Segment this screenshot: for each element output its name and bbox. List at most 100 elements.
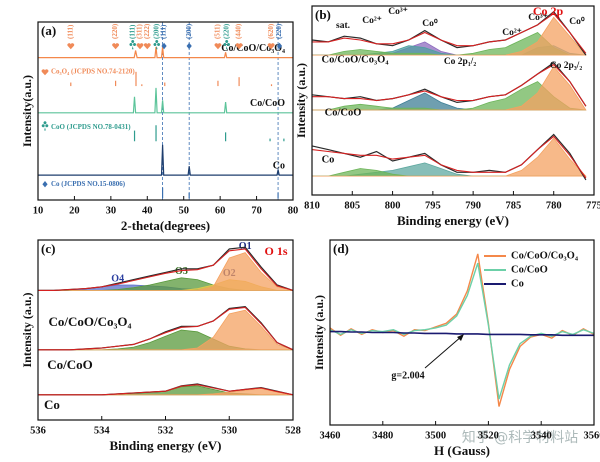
x-tick-label: 532 (158, 425, 174, 436)
peak-label: (222) (143, 23, 151, 39)
x-tick-label: 50 (178, 205, 189, 216)
peak-label: (511) (214, 24, 222, 39)
heart-marker (136, 43, 144, 50)
x-tick-label: 20 (69, 205, 80, 216)
x-tick-label: 780 (546, 200, 562, 211)
sample-label: Co (273, 160, 285, 171)
annotation: Co (322, 154, 335, 165)
x-tick-label: 3480 (372, 430, 393, 441)
annotation: Co²⁺ (362, 16, 381, 26)
heart-marker (67, 43, 75, 50)
heart-marker (267, 43, 275, 50)
y-axis-label: Intensity (a.u.) (312, 295, 326, 370)
annotation: O 1s (264, 244, 287, 258)
peak-label: (620) (267, 23, 275, 39)
x-tick-label: 10 (33, 205, 44, 216)
x-tick-label: 810 (304, 200, 320, 211)
g-annotation: g=2.004 (391, 370, 424, 381)
x-tick-label: 528 (285, 425, 301, 436)
fit-envelope (311, 135, 587, 179)
x-tick-label: 795 (425, 200, 441, 211)
panel-letter: (b) (315, 7, 331, 22)
peak-label: (311) (136, 24, 144, 39)
x-tick-label: 805 (344, 200, 360, 211)
arrow-head (457, 334, 464, 341)
x-tick-label: 3500 (425, 430, 446, 441)
peak-label: (111) (66, 24, 74, 39)
reference-label: Co₃O₄ (JCPDS NO.74-2120) (51, 68, 135, 76)
legend-label: Co/CoO/Co₃O₄ (511, 250, 579, 261)
peak-label: (200) (152, 23, 160, 39)
annotation: Co/CoO (325, 107, 362, 118)
epr-line (329, 253, 595, 407)
fit-envelope (312, 12, 587, 54)
diamond-marker (161, 42, 167, 50)
heart-marker (112, 43, 119, 50)
pattern-line (38, 87, 293, 114)
fit-component (312, 65, 587, 111)
x-axis-label: H (Gauss) (434, 443, 490, 458)
x-tick-label: 3560 (584, 430, 600, 441)
annotation: Co³⁺ (388, 7, 407, 17)
pattern-line (38, 144, 293, 176)
annotation: Co³⁺ (528, 13, 547, 23)
fit-component (312, 137, 587, 177)
epr-line (329, 262, 595, 400)
y-axis-label: Intensity(a.u.) (20, 75, 34, 147)
reference-label: Co (JCPDS NO.15-0806) (51, 180, 126, 188)
diamond-marker (186, 42, 192, 50)
peak-label: (440) (235, 23, 243, 39)
x-tick-label: 40 (142, 205, 153, 216)
x-tick-label: 80 (288, 205, 299, 216)
x-axis-label: Binding energy (eV) (397, 213, 509, 228)
club-marker (41, 121, 49, 131)
fit-component (38, 309, 294, 351)
annotation: Co/CoO/Co₃O₄ (322, 54, 390, 65)
x-tick-label: 785 (506, 200, 522, 211)
annotation: Co 2p₁/₂ (444, 57, 477, 67)
sample-label: Co/CoO (250, 98, 285, 109)
peak-label: (111) (128, 24, 136, 39)
heart-marker (41, 69, 49, 76)
sample-label: Co/CoO/Co₃O₄ (221, 43, 285, 54)
diamond-marker (276, 42, 283, 50)
reference-label: CoO (JCPDS NO.78-0431) (51, 123, 131, 131)
x-tick-label: 530 (221, 425, 237, 436)
annotation: Co 2p (533, 4, 564, 18)
peak-label: (200) (185, 23, 193, 39)
x-tick-label: 3520 (478, 430, 499, 441)
x-tick-label: 30 (106, 205, 117, 216)
fit-component (312, 16, 587, 56)
component-label: O4 (111, 273, 124, 284)
legend-label: Co (511, 278, 524, 289)
fit-envelope (38, 248, 294, 291)
peak-label: (220) (275, 23, 283, 39)
x-tick-label: 70 (251, 205, 262, 216)
component-label: O1 (239, 241, 252, 252)
fit-envelope (38, 384, 294, 396)
plot-frame (311, 5, 595, 196)
annotation: Co⁰ (569, 16, 585, 27)
x-axis-label: Binding energy (eV) (110, 438, 222, 453)
pattern-line (38, 46, 293, 59)
annotation: Co⁰ (422, 18, 438, 29)
panel-letter: (c) (41, 241, 55, 256)
x-axis-label: 2-theta(degrees) (121, 218, 210, 233)
fit-envelope (312, 63, 587, 107)
club-marker (223, 40, 231, 50)
x-tick-label: 3460 (320, 430, 341, 441)
annotation: Co (44, 397, 60, 412)
annotation: Co 2p₃/₂ (550, 61, 583, 71)
fit-envelope (38, 306, 294, 351)
annotation: Co/CoO/Co₃O₄ (49, 314, 132, 329)
legend-label: Co/CoO (511, 264, 548, 275)
component-label: O3 (175, 266, 188, 277)
annotation: sat. (336, 21, 350, 31)
club-marker (129, 40, 137, 50)
y-axis-label: Intensity (a.u.) (20, 292, 34, 367)
x-tick-label: 800 (385, 200, 401, 211)
plot-frame (329, 239, 595, 426)
peak-label: (111) (160, 24, 168, 39)
heart-marker (235, 43, 243, 50)
